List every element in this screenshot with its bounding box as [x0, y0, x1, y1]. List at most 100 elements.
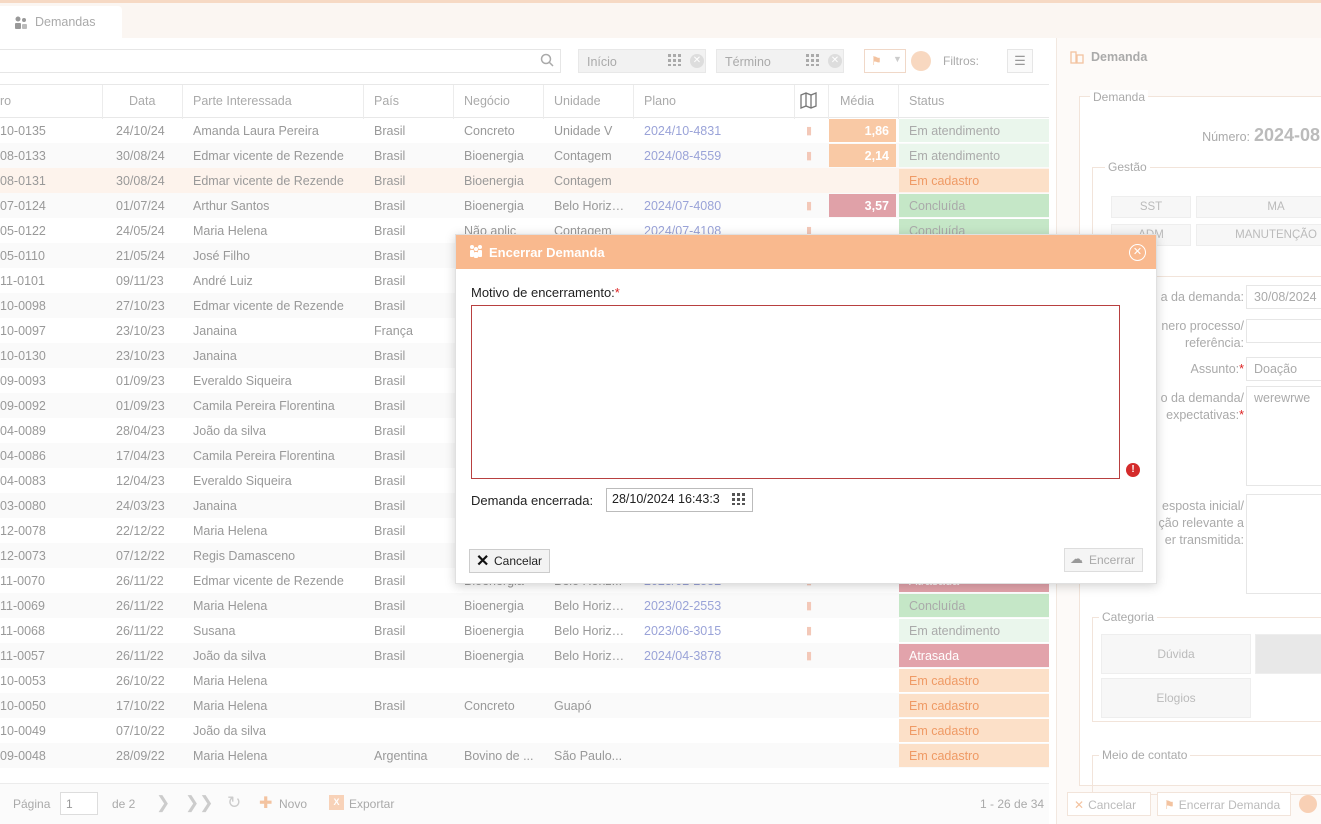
date-field[interactable]: 30/08/2024 [1246, 285, 1321, 309]
close-icon: ✕ [476, 553, 490, 570]
document-icon[interactable]: ▮ [806, 600, 813, 612]
cell-date: 24/10/24 [116, 124, 165, 138]
table-row[interactable]: 11-0101 09/11/23 André Luiz Brasil [0, 268, 1049, 293]
start-date-field[interactable]: Início ✕ [578, 49, 706, 73]
fieldset-management-legend: Gestão [1105, 160, 1150, 174]
refresh-icon[interactable]: ↻ [227, 793, 242, 812]
search-input[interactable] [0, 49, 561, 73]
tab-label: Demandas [35, 15, 96, 29]
table-row[interactable]: 09-0048 28/09/22 Maria Helena Argentina Bovi… [0, 743, 1049, 768]
excel-icon[interactable]: X [329, 795, 344, 810]
cell-plan[interactable]: 2024/08-4559 [644, 149, 722, 163]
table-row[interactable]: 04-0089 28/04/23 João da silva Brasil [0, 418, 1049, 443]
table-row[interactable]: 11-0057 26/11/22 João da silva Brasil Bioene… [0, 643, 1049, 668]
table-row[interactable]: 09-0093 01/09/23 Everaldo Siqueira Brasil [0, 368, 1049, 393]
panel-cancel-button[interactable]: ✕ Cancelar [1067, 792, 1151, 816]
col-header-unit[interactable]: Unidade [554, 94, 601, 108]
contact-fieldset: Meio de contato [1092, 748, 1321, 795]
table-row[interactable]: 10-0097 23/10/23 Janaina França [0, 318, 1049, 343]
next-page-icon[interactable]: ❯ [156, 793, 171, 812]
cell-country: Brasil [374, 549, 406, 563]
table-row[interactable]: 11-0069 26/11/22 Maria Helena Brasil Bioener… [0, 593, 1049, 618]
cell-plan[interactable]: 2023/02-2553 [644, 599, 722, 613]
col-header-average[interactable]: Média [840, 94, 875, 108]
cell-number: 11-0101 [0, 274, 45, 288]
document-icon[interactable]: ▮ [806, 225, 813, 237]
calendar-icon[interactable] [805, 53, 823, 69]
description-field[interactable]: werewrwe [1246, 386, 1321, 486]
table-row[interactable]: 08-0133 30/08/24 Edmar vicente de Rezende B… [0, 143, 1049, 168]
menu-icon[interactable]: ☰ [1007, 49, 1033, 73]
cell-average: 3,57 [829, 194, 896, 217]
response-label-line3: er transmitida: [1164, 533, 1244, 547]
document-icon[interactable]: ▮ [806, 150, 813, 162]
map-icon[interactable] [800, 92, 817, 112]
category-button-elogios[interactable]: Elogios [1101, 678, 1251, 718]
cell-party: Janaina [193, 349, 237, 363]
calendar-icon[interactable] [667, 53, 685, 69]
closed-date-input[interactable] [612, 492, 727, 506]
management-button-manutencao[interactable]: MANUTENÇÃO [1196, 224, 1321, 246]
table-row[interactable]: 11-0068 26/11/22 Susana Brasil Bioenergia Bel… [0, 618, 1049, 643]
document-icon[interactable]: ▮ [806, 200, 813, 212]
closed-date-field[interactable] [606, 488, 753, 512]
page-input[interactable]: 1 [60, 792, 98, 815]
management-button-ma[interactable]: MA [1196, 196, 1321, 218]
col-header-status[interactable]: Status [909, 94, 945, 108]
col-header-plan[interactable]: Plano [644, 94, 676, 108]
cell-plan[interactable]: 2023/06-3015 [644, 624, 722, 638]
table-row[interactable]: 10-0135 24/10/24 Amanda Laura Pereira Brasi… [0, 118, 1049, 143]
cell-party: Regis Damasceno [193, 549, 296, 563]
cell-plan[interactable]: 2024/07-4080 [644, 199, 722, 213]
cell-country: Brasil [374, 499, 406, 513]
export-button[interactable]: Exportar [349, 797, 395, 811]
panel-close-demand-button[interactable]: ⚑ Encerrar Demanda [1157, 792, 1291, 816]
category-button-selected[interactable] [1255, 634, 1321, 674]
col-header-business[interactable]: Negócio [464, 94, 510, 108]
category-button-duvida[interactable]: Dúvida [1101, 634, 1251, 674]
subject-field[interactable]: Doação [1246, 357, 1321, 381]
document-icon[interactable]: ▮ [806, 625, 813, 637]
document-icon[interactable]: ▮ [806, 650, 813, 662]
close-icon[interactable]: ✕ [1129, 244, 1146, 261]
cell-date: 22/12/22 [116, 524, 165, 538]
table-row[interactable]: 10-0050 17/10/22 Maria Helena Brasil Concret… [0, 693, 1049, 718]
table-row[interactable]: 08-0131 30/08/24 Edmar vicente de Rezende B… [0, 168, 1049, 193]
submit-close-button[interactable]: ☁ Encerrar [1064, 548, 1143, 572]
table-row[interactable]: 12-0078 22/12/22 Maria Helena Brasil [0, 518, 1049, 543]
initial-response-field[interactable] [1246, 494, 1321, 594]
cell-party: João da silva [193, 724, 266, 738]
process-field[interactable] [1246, 319, 1321, 343]
table-row[interactable]: 10-0053 26/10/22 Maria Helena Em cadastro [0, 668, 1049, 693]
table-row[interactable]: 10-0049 07/10/22 João da silva Em cadastro [0, 718, 1049, 743]
reason-textarea[interactable] [471, 305, 1120, 479]
process-label-line2: referência: [1184, 336, 1244, 350]
cancel-button[interactable]: ✕ Cancelar [469, 549, 550, 573]
calendar-icon[interactable] [731, 492, 749, 508]
clear-icon[interactable]: ✕ [828, 54, 842, 68]
document-icon[interactable]: ▮ [806, 125, 813, 137]
tab-demandas[interactable]: Demandas [0, 6, 122, 40]
plus-icon[interactable]: ✚ [259, 795, 273, 812]
last-page-icon[interactable]: ❯❯ [185, 793, 214, 812]
flag-filter-button[interactable]: ⚑ ▼ [864, 49, 906, 73]
management-button-sst[interactable]: SST [1111, 196, 1191, 218]
end-date-field[interactable]: Término ✕ [716, 49, 844, 73]
cell-country: Brasil [374, 249, 406, 263]
table-row[interactable]: 07-0124 01/07/24 Arthur Santos Brasil Bioene… [0, 193, 1049, 218]
cell-plan[interactable]: 2024/04-3878 [644, 649, 722, 663]
record-range: 1 - 26 de 34 [980, 797, 1045, 811]
clear-icon[interactable]: ✕ [690, 54, 704, 68]
col-header-country[interactable]: País [374, 94, 400, 108]
user-filter-icon[interactable] [911, 51, 931, 71]
filters-label: Filtros: [943, 54, 979, 68]
reason-label-text: Motivo de encerramento: [471, 285, 615, 300]
minus-icon[interactable] [1299, 795, 1317, 813]
search-icon[interactable] [540, 53, 554, 70]
col-header-date[interactable]: Data [129, 94, 156, 108]
new-button[interactable]: Novo [279, 797, 308, 811]
col-header-party[interactable]: Parte Interessada [193, 94, 292, 108]
cell-plan[interactable]: 2024/10-4831 [644, 124, 722, 138]
table-row[interactable]: 04-0083 12/04/23 Everaldo Siqueira Brasil [0, 468, 1049, 493]
col-header-number[interactable]: ro [0, 94, 12, 108]
